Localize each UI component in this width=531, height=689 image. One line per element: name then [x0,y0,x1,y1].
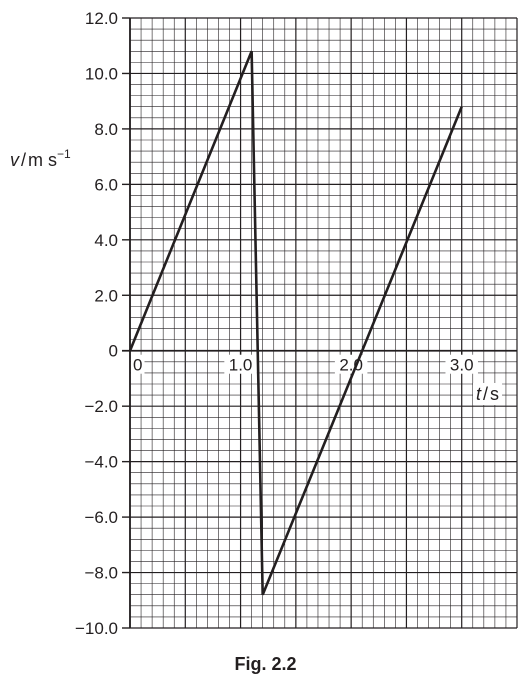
y-axis-slash: / [21,150,26,170]
x-tick-label-background [131,354,145,374]
y-axis-label: v / m s−1 [10,147,71,170]
y-tick-label: 10.0 [85,64,118,83]
x-tick-label: 1.0 [229,356,253,375]
y-tick-label: −4.0 [84,453,118,472]
series-group [128,50,463,596]
x-axis-unit: s [490,384,499,404]
x-tick-label: 0 [133,356,142,375]
x-axis-label: t / s [476,384,499,404]
x-tick-label-background [445,354,478,374]
x-tick-label: 3.0 [450,356,474,375]
y-axis-unit-exponent: −1 [57,147,71,161]
x-axis-variable: t [476,384,482,404]
velocity-time-graph: 12.010.08.06.04.02.00−2.0−4.0−6.0−8.0−10… [10,9,518,638]
x-axis-label-background [473,383,503,405]
y-tick-label: −6.0 [84,508,118,527]
y-tick-label: 4.0 [94,231,118,250]
y-tick-label: −2.0 [84,397,118,416]
y-tick-label: 6.0 [94,175,118,194]
y-tick-label: 8.0 [94,120,118,139]
x-axis-slash: / [483,384,488,404]
y-tick-label: 0 [109,342,118,361]
y-tick-label: 12.0 [85,9,118,28]
y-axis-variable: v [10,150,20,170]
y-axis-unit: m s [28,150,57,170]
graph-grid [129,17,518,629]
tick-marks [122,17,463,629]
y-tick-label: 2.0 [94,286,118,305]
axes [122,18,517,628]
x-tick-labels: 0 1.0 2.0 3.0 [131,354,503,405]
y-tick-label: −10.0 [75,619,118,638]
velocity-series-line [128,50,463,596]
y-tick-label: −8.0 [84,564,118,583]
y-tick-labels: 12.0 10.0 8.0 6.0 4.0 2.0 0 −2.0 −4.0 −6.0 −8.0 −10… [75,9,118,638]
x-tick-label-background [224,354,257,374]
figure-caption: Fig. 2.2 [234,654,297,674]
